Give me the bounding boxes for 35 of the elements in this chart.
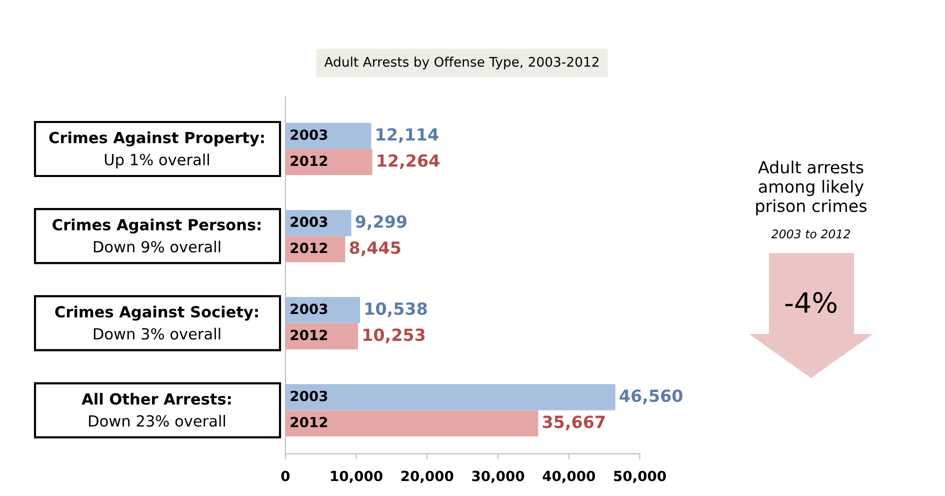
bar (285, 410, 538, 436)
bar (285, 122, 372, 149)
text: 2012 (290, 416, 328, 428)
data-label: 10,538 (366, 302, 427, 318)
y-tick-label: All Other Arrests: Down 23% overall (82, 392, 231, 427)
x-tick-label: 10,000 (331, 470, 382, 484)
data-label: 8,445 (350, 241, 400, 256)
x-tick-label: 0 (281, 470, 290, 482)
series-label: 2003 (290, 129, 328, 140)
text: 2003 (290, 216, 328, 228)
y-tick-label: Crimes Against Persons: Down 9% overall (52, 218, 260, 253)
bar (285, 384, 616, 410)
data-label: 10,253 (363, 328, 425, 344)
y-tick-label: Crimes Against Property: Up 1% overall (49, 132, 264, 168)
data-label: 12,264 (378, 154, 440, 170)
text: 2012 (290, 330, 328, 340)
bar (285, 323, 358, 350)
data-label: 9,299 (356, 215, 406, 230)
x-tick-label: 40,000 (542, 470, 596, 484)
data-label: 12,114 (376, 128, 438, 143)
series-label: 2012 (290, 156, 328, 166)
bar (285, 148, 372, 176)
text: -4% (785, 292, 837, 314)
chart-title: Adult Arrests by Offense Type, 2003-2012 (324, 56, 598, 70)
text: 2003 (290, 304, 328, 314)
x-tick-label: 50,000 (614, 470, 666, 484)
text: 2003 to 2012 (771, 229, 850, 238)
x-tick-label: 20,000 (401, 470, 454, 484)
data-label: 46,560 (620, 389, 682, 404)
text: Adult arrests among likely prison crimes (756, 160, 866, 216)
x-tick-label: 30,000 (472, 470, 524, 484)
data-label: 35,667 (542, 416, 605, 430)
text: 2012 (290, 242, 328, 254)
text: 2003 (290, 390, 328, 402)
y-tick-label: Crimes Against Society: Down 3% overall (55, 306, 258, 340)
